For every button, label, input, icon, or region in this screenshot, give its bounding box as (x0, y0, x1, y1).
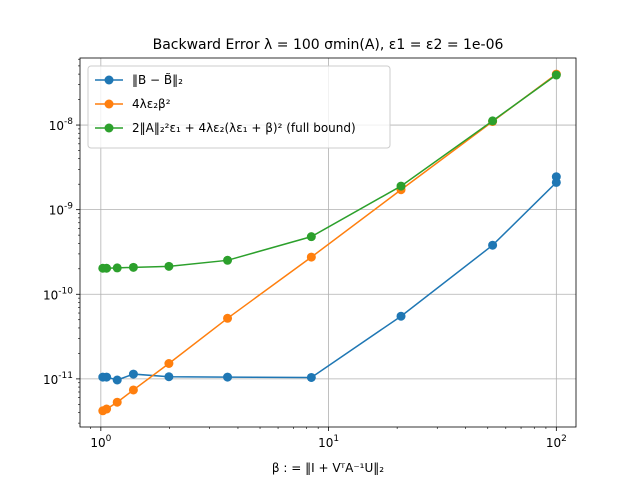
series-1 (98, 172, 561, 385)
legend-label: ‖B − B̃‖₂ (132, 73, 183, 87)
legend: ‖B − B̃‖₂ 4λε₂β² 2‖A‖₂²ε₁ + 4λε₂(λε₁ + β)²… (87, 65, 391, 149)
data-point (306, 232, 316, 242)
legend-box (87, 65, 391, 149)
legend-label: 4λε₂β² (132, 97, 171, 111)
series-line (102, 74, 557, 269)
series-3 (98, 70, 561, 273)
data-point (223, 255, 233, 265)
data-point (306, 252, 316, 262)
data-point (128, 385, 138, 395)
x-tick-label: 102 (546, 434, 567, 450)
data-point (164, 372, 174, 382)
data-point (128, 369, 138, 379)
data-point (306, 372, 316, 382)
data-point (551, 70, 561, 80)
axis-ticks: 100 101 102 10-11 10-10 10-9 10-8 (43, 58, 567, 450)
data-point (551, 172, 561, 182)
x-axis-label: β : = ‖I + VᵀA⁻¹U‖₂ (272, 461, 384, 475)
data-point (488, 240, 498, 250)
y-tick-label: 10-9 (49, 202, 74, 218)
legend-marker (104, 75, 114, 85)
data-point (112, 397, 122, 407)
data-point (396, 311, 406, 321)
data-point (112, 375, 122, 385)
data-point (396, 181, 406, 191)
x-tick-label: 100 (90, 434, 111, 450)
data-point (128, 262, 138, 272)
data-point (102, 372, 112, 382)
plot-frame (79, 57, 577, 428)
data-point (488, 116, 498, 126)
series-layer (98, 69, 561, 416)
data-point (112, 263, 122, 273)
y-tick-label: 10-8 (49, 117, 74, 133)
y-tick-label: 10-11 (43, 371, 73, 387)
series-line (102, 73, 557, 412)
data-point (102, 263, 112, 273)
legend-marker (104, 123, 114, 133)
x-tick-label: 101 (318, 434, 339, 450)
chart-title: Backward Error λ = 100 σmin(A), ε1 = ε2 … (153, 37, 504, 53)
data-point (102, 404, 112, 414)
data-point (223, 313, 233, 323)
legend-label: 2‖A‖₂²ε₁ + 4λε₂(λε₁ + β)² (full bound) (132, 121, 356, 135)
legend-marker (104, 99, 114, 109)
y-tick-label: 10-10 (43, 286, 73, 302)
data-point (164, 358, 174, 368)
data-point (164, 261, 174, 271)
data-point (223, 372, 233, 382)
